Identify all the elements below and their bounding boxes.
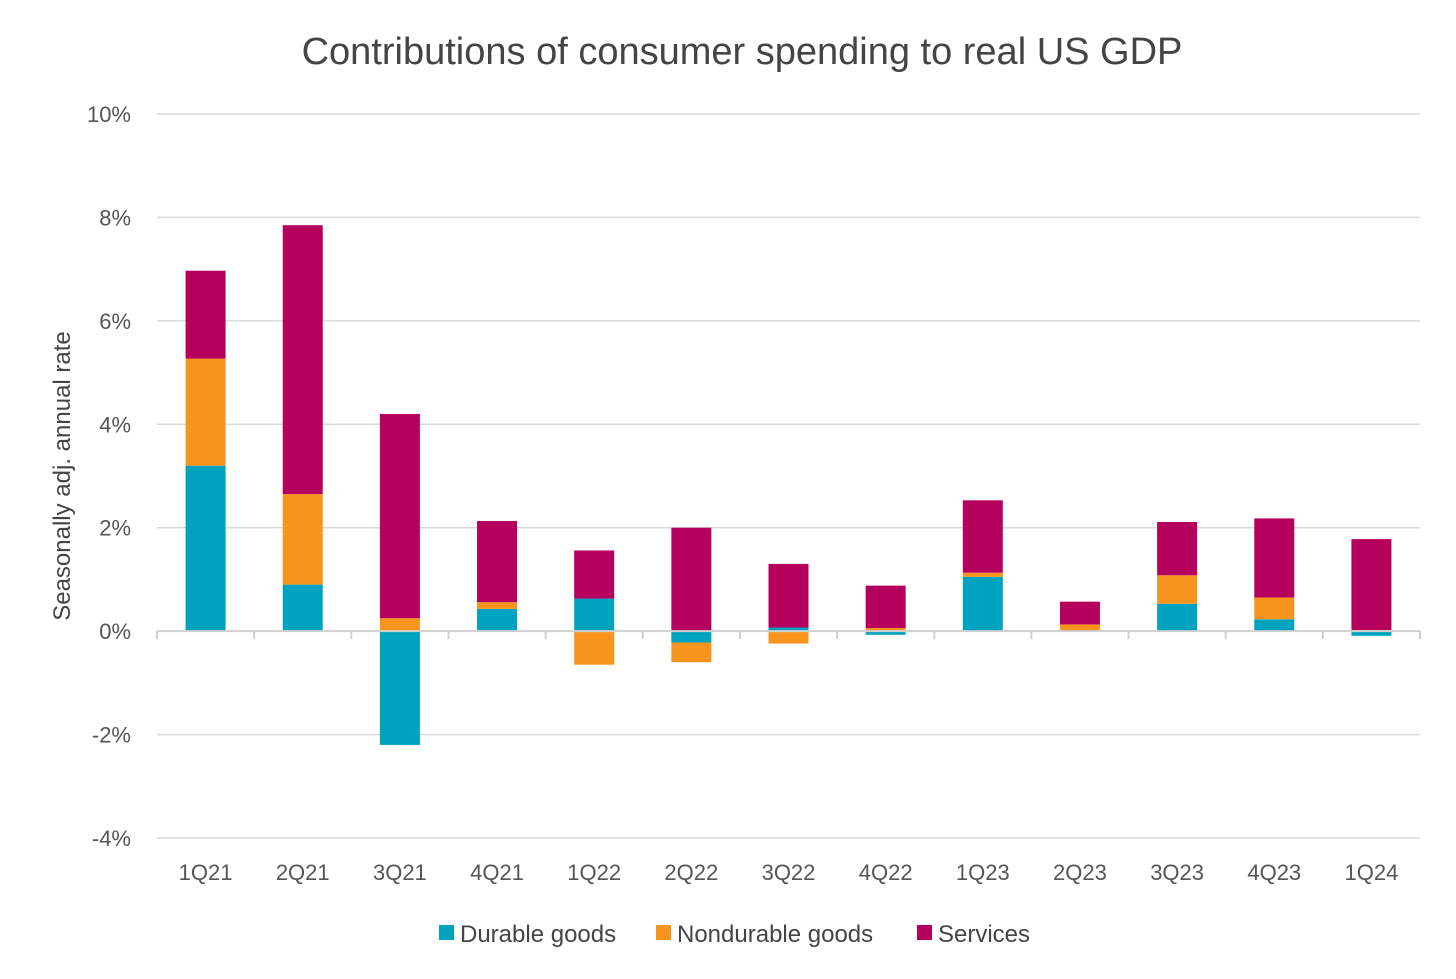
- bar-nondurable-goods-1q21: [185, 358, 226, 466]
- bar-durable-goods-1q24: [1351, 631, 1392, 636]
- bar-nondurable-goods-4q21: [477, 602, 518, 609]
- legend-label: Durable goods: [460, 921, 616, 948]
- bar-services-1q22: [574, 550, 615, 599]
- x-tick-label: 2Q23: [1053, 860, 1107, 885]
- bar-services-4q23: [1254, 518, 1295, 598]
- y-tick-label: 0%: [99, 619, 131, 644]
- bar-durable-goods-1q22: [574, 598, 615, 632]
- x-axis: [156, 630, 1421, 640]
- bar-services-4q22: [865, 585, 906, 629]
- bar-services-3q21: [379, 413, 420, 619]
- bar-durable-goods-1q21: [185, 465, 226, 632]
- bar-services-4q21: [477, 520, 518, 603]
- legend-swatch: [656, 925, 671, 940]
- y-tick-label: 8%: [99, 205, 131, 230]
- y-axis-title: Seasonally adj. annual rate: [49, 331, 76, 621]
- x-tick-label: 1Q24: [1345, 860, 1399, 885]
- bar-durable-goods-4q21: [477, 608, 518, 632]
- bar-durable-goods-4q23: [1254, 619, 1295, 632]
- bar-nondurable-goods-3q22: [768, 631, 809, 644]
- bar-services-2q21: [282, 225, 323, 495]
- bar-durable-goods-1q23: [962, 576, 1003, 632]
- chart-title: Contributions of consumer spending to re…: [302, 31, 1183, 73]
- x-tick-label: 3Q21: [373, 860, 427, 885]
- bars: [185, 225, 1392, 745]
- x-axis-ticks: 1Q21 2Q21 3Q21 4Q21 1Q22 2Q22 3Q22 4Q22 1Q23 2Q23…: [179, 860, 1399, 885]
- bar-services-2q23: [1059, 601, 1100, 625]
- bar-nondurable-goods-4q22: [865, 628, 906, 632]
- bar-nondurable-goods-3q21: [379, 618, 420, 632]
- bar-nondurable-goods-3q23: [1157, 575, 1198, 604]
- bar-nondurable-goods-1q22: [574, 631, 615, 665]
- bar-nondurable-goods-2q23: [1059, 624, 1100, 632]
- bar-durable-goods-3q21: [379, 631, 420, 745]
- x-tick-label: 1Q23: [956, 860, 1010, 885]
- bar-nondurable-goods-4q23: [1254, 597, 1295, 620]
- x-tick-label: 3Q22: [762, 860, 816, 885]
- bar-services-1q24: [1351, 539, 1392, 631]
- legend: Durable goods Nondurable goods Services: [439, 921, 1030, 948]
- legend-label: Services: [938, 921, 1030, 948]
- bar-durable-goods-3q22: [768, 627, 809, 632]
- x-tick-label: 1Q21: [179, 860, 233, 885]
- x-tick-label: 1Q22: [567, 860, 621, 885]
- y-tick-label: 4%: [99, 412, 131, 437]
- bar-services-3q23: [1157, 522, 1198, 576]
- x-tick-label: 4Q21: [470, 860, 524, 885]
- legend-swatch: [917, 925, 932, 940]
- y-tick-label: 10%: [87, 102, 131, 127]
- y-tick-label: 2%: [99, 516, 131, 541]
- y-tick-label: 6%: [99, 309, 131, 334]
- x-tick-label: 4Q22: [859, 860, 913, 885]
- x-tick-label: 3Q23: [1150, 860, 1204, 885]
- legend-item-nondurable-goods: Nondurable goods: [656, 921, 873, 948]
- x-tick-label: 2Q22: [664, 860, 718, 885]
- bar-durable-goods-3q23: [1157, 603, 1198, 632]
- bar-nondurable-goods-1q23: [962, 572, 1003, 577]
- x-tick-label: 2Q21: [276, 860, 330, 885]
- x-tick-label: 4Q23: [1247, 860, 1301, 885]
- legend-item-durable-goods: Durable goods: [439, 921, 616, 948]
- legend-swatch: [439, 925, 454, 940]
- gridlines: [157, 113, 1420, 839]
- bar-services-1q21: [185, 270, 226, 359]
- legend-label: Nondurable goods: [677, 921, 873, 948]
- bar-services-1q23: [962, 500, 1003, 573]
- bar-services-2q22: [671, 527, 712, 632]
- legend-item-services: Services: [917, 921, 1030, 948]
- y-tick-label: -2%: [92, 723, 131, 748]
- bar-services-3q22: [768, 563, 809, 628]
- bar-durable-goods-2q22: [671, 631, 712, 643]
- y-tick-label: -4%: [92, 826, 131, 851]
- bar-durable-goods-2q21: [282, 584, 323, 632]
- bar-durable-goods-4q22: [865, 631, 906, 635]
- bar-nondurable-goods-2q22: [671, 642, 712, 663]
- bar-nondurable-goods-2q21: [282, 494, 323, 585]
- y-axis-ticks: 10% 8% 6% 4% 2% 0% -2% -4%: [87, 102, 131, 851]
